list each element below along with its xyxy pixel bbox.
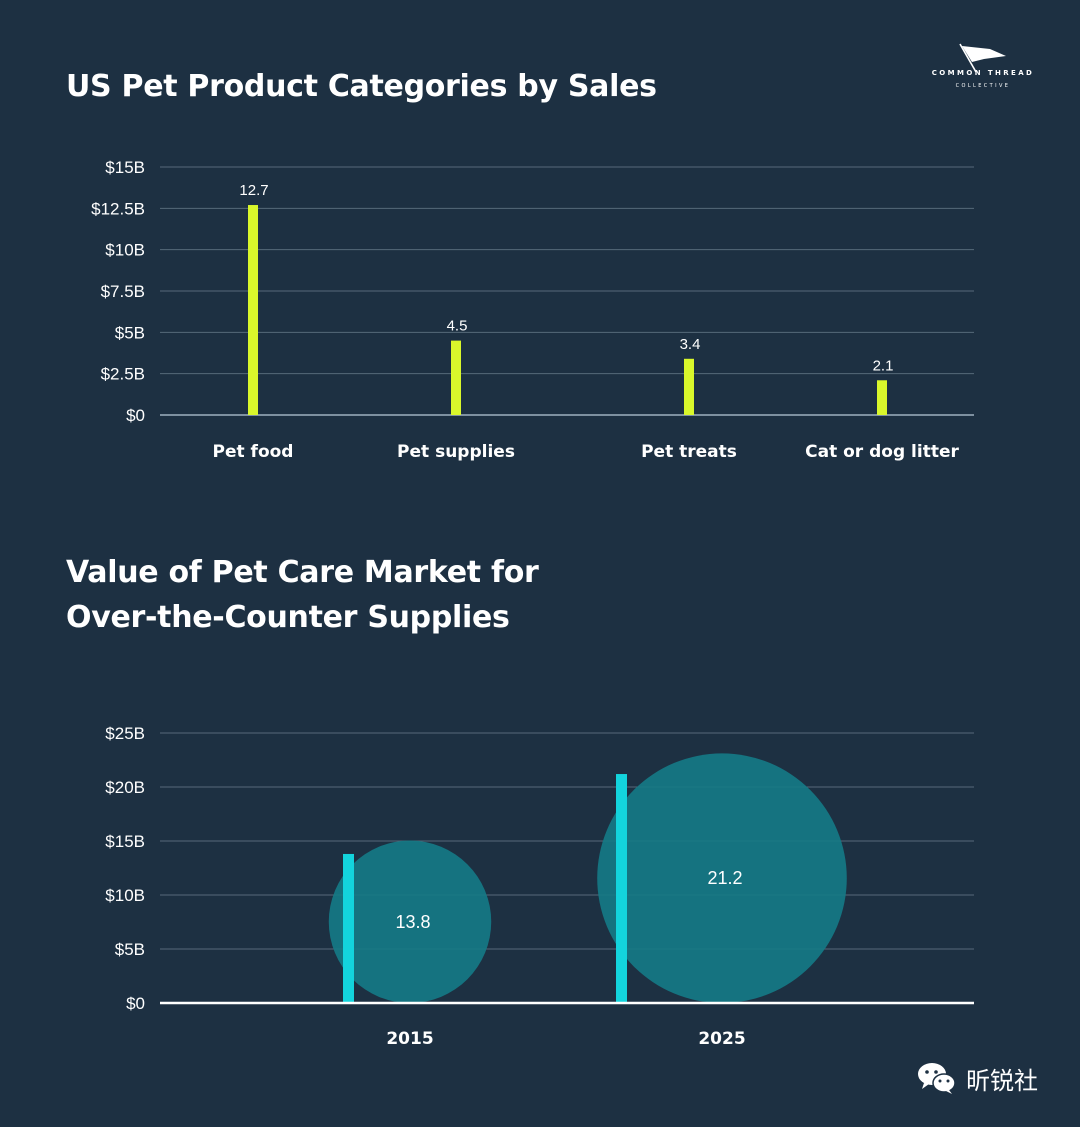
- bar-2: [616, 774, 627, 1003]
- y-tick-label: $5B: [115, 323, 145, 342]
- y-tick-label: $20B: [105, 778, 145, 797]
- data-label: 4.5: [447, 318, 468, 335]
- market-value-chart: $0 $5B $10B $15B $20B $25B 13.8 2015 21.2 2025: [105, 724, 974, 1049]
- y-tick-label: $12.5B: [91, 199, 145, 218]
- y-tick-label: $10B: [105, 886, 145, 905]
- y-tick-label: $0: [126, 406, 145, 425]
- category-label: Pet food: [213, 442, 294, 462]
- y-tick-label: $15B: [105, 158, 145, 177]
- category-label: 2015: [386, 1029, 433, 1049]
- bubble-2: [597, 753, 847, 1003]
- flag-icon: [959, 43, 1006, 73]
- y-tick-label: $2.5B: [101, 365, 145, 384]
- logo-text: COMMON THREAD: [931, 69, 1035, 77]
- bar-1: [343, 853, 354, 1003]
- wechat-icon: [918, 1063, 956, 1094]
- y-tick-label: $25B: [105, 724, 145, 743]
- data-label: 2.1: [873, 357, 894, 374]
- bar-2: [451, 340, 461, 415]
- category-label: Pet supplies: [397, 442, 515, 462]
- category-label: Pet treats: [641, 442, 737, 462]
- y-tick-label: $0: [126, 994, 145, 1013]
- category-label: 2025: [698, 1029, 745, 1049]
- y-tick-label: $5B: [115, 940, 145, 959]
- logo-subtext: COLLECTIVE: [955, 83, 1011, 89]
- y-tick-label: $10B: [105, 241, 145, 260]
- logo: COMMON THREAD COLLECTIVE: [922, 42, 1044, 94]
- chart-title-sales: US Pet Product Categories by Sales: [66, 69, 657, 104]
- watermark: 昕锐社: [916, 1060, 1038, 1096]
- bar-3: [684, 358, 694, 415]
- data-label: 12.7: [239, 182, 268, 199]
- y-tick-label: $7.5B: [101, 282, 145, 301]
- data-label: 21.2: [707, 868, 742, 888]
- bubble-1: [328, 840, 492, 1003]
- bar-1: [248, 205, 258, 415]
- y-tick-label: $15B: [105, 832, 145, 851]
- data-label: 13.8: [395, 912, 430, 932]
- bar-4: [877, 380, 887, 415]
- sales-bar-chart: $0 $2.5B $5B $7.5B $10B $12.5B $15B 12.7 Pet foo…: [91, 158, 974, 462]
- category-label: Cat or dog litter: [805, 442, 959, 462]
- chart-title-market: Value of Pet Care Market for Over-the-Co…: [66, 555, 539, 635]
- watermark-text: 昕锐社: [966, 1066, 1038, 1095]
- data-label: 3.4: [680, 336, 701, 353]
